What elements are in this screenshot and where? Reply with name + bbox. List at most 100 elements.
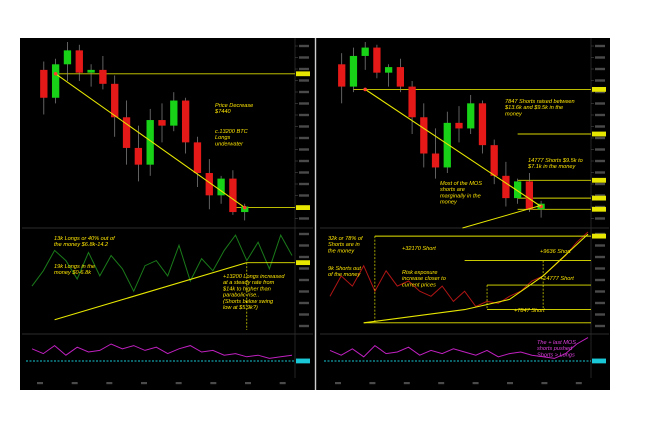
axis-tick-label — [299, 90, 309, 94]
candle-body — [229, 178, 237, 213]
trend-anchor — [53, 71, 58, 76]
candle-body — [455, 122, 463, 129]
indicator-line — [329, 337, 589, 359]
time-axis-label — [335, 382, 341, 385]
axis-tick-label — [299, 102, 309, 105]
time-axis-label — [71, 382, 78, 385]
chart-frame: Price Decrease $7440 c.13200 BTC Longs under… — [20, 38, 610, 390]
indicator-level-tag — [592, 358, 606, 364]
axis-tick-label — [299, 255, 309, 259]
candle-body — [193, 142, 202, 174]
axis-tick-label — [595, 182, 605, 186]
annotation-mos-shorts: Most of the MOS shorts are marginally in t… — [440, 181, 482, 206]
longs-trendline — [54, 262, 247, 321]
left-chart-panel: Price Decrease $7440 c.13200 BTC Longs under… — [22, 38, 313, 385]
candle-body — [338, 64, 346, 87]
candle-body — [40, 69, 48, 98]
axis-tick-label — [595, 136, 605, 140]
axis-tick-label — [299, 244, 309, 247]
candle-body — [502, 175, 510, 199]
candle-body — [111, 83, 119, 118]
axis-tick-label — [299, 136, 309, 140]
axis-tick-label — [595, 301, 605, 305]
candle-body — [99, 69, 107, 84]
candle-body — [420, 117, 428, 154]
price-level-tag — [296, 205, 310, 210]
axis-tick-label — [299, 44, 309, 48]
annotation-short-14777: +14777 Short — [540, 276, 574, 282]
time-axis-label — [210, 382, 217, 385]
time-axis-label — [507, 382, 513, 385]
price-level-tag — [592, 195, 606, 201]
annotation-longs-out-of-money: 13k Longs or 40% out of the money $6.8k-1… — [54, 236, 116, 248]
axis-tick-label — [299, 290, 309, 293]
candle-body — [75, 50, 83, 73]
annotation-price-decrease: Price Decrease $7440 — [214, 103, 253, 115]
annotation-shorts-range: 14777 Shorts $9.5k to $7.1k in the money — [527, 158, 583, 170]
axis-tick-label — [299, 79, 309, 82]
axis-tick-label — [595, 56, 605, 59]
axis-tick-label — [299, 232, 309, 236]
candle-body — [181, 100, 190, 143]
axis-tick-label — [299, 125, 309, 128]
axis-tick-label — [595, 244, 605, 247]
price-level-tag — [296, 71, 310, 77]
axis-tick-label — [595, 324, 605, 328]
indicator-line — [31, 343, 293, 359]
candle-body — [217, 178, 225, 196]
axis-tick-label — [299, 324, 309, 328]
axis-tick-label — [299, 313, 309, 316]
candle-body — [87, 69, 95, 73]
axis-tick-label — [595, 159, 605, 163]
axis-tick-label — [299, 267, 309, 270]
candle-body — [514, 181, 522, 199]
candle-body — [361, 47, 369, 56]
time-axis-label — [575, 382, 582, 385]
axis-tick-label — [299, 67, 309, 71]
annotation-shorts-exceed-longs: The + last MOS shorts pushed Shorts > Long… — [537, 340, 576, 358]
candle-body — [349, 55, 358, 87]
candle-body — [122, 117, 131, 148]
time-axis-label — [403, 382, 410, 385]
candle-body — [467, 103, 475, 129]
candle-body — [373, 47, 381, 73]
candle-body — [158, 120, 166, 126]
price-level-tag — [592, 206, 606, 212]
indicator-level-tag — [296, 358, 310, 364]
candle-body — [205, 173, 213, 196]
annotation-shorts-out-of-money: 9k Shorts out of the money — [328, 266, 362, 278]
axis-tick-label — [299, 171, 309, 174]
shorts-series-line — [329, 231, 589, 308]
axis-tick-label — [595, 217, 605, 220]
annotation-shorts-in-money: 32k or 78% of Shorts are in the money — [328, 236, 364, 254]
price-trendline — [364, 88, 542, 207]
axis-tick-label — [299, 278, 309, 282]
axis-tick-label — [595, 171, 605, 174]
annotation-longs-increased: +13200 Longs increased at a steady rate f… — [222, 274, 285, 311]
axis-tick-label — [595, 290, 605, 293]
axis-tick-label — [595, 267, 605, 270]
axis-tick-label — [299, 159, 309, 163]
time-axis-label — [37, 382, 43, 385]
annotation-risk-exposure: Risk exposure increase closer to current p… — [402, 270, 446, 288]
axis-tick-label — [595, 148, 605, 151]
axis-tick-label — [595, 44, 605, 48]
longs-level-tag — [296, 260, 310, 266]
candle-body — [170, 100, 178, 126]
candle-body — [408, 86, 416, 118]
candle-body — [146, 120, 154, 165]
price-trendline — [55, 73, 246, 209]
trading-chart-svg: Price Decrease $7440 c.13200 BTC Longs under… — [22, 38, 609, 390]
time-axis-label — [175, 382, 182, 385]
support-line — [462, 204, 542, 229]
axis-tick-label — [595, 79, 605, 82]
axis-tick-label — [299, 217, 309, 220]
annotation-short-7847: +7847 Short — [514, 308, 545, 314]
time-axis-label — [106, 382, 113, 385]
candle-body — [134, 147, 143, 165]
axis-tick-label — [299, 194, 309, 197]
candle-body — [396, 67, 404, 87]
axis-tick-label — [595, 67, 605, 71]
longs-series-line — [31, 233, 293, 293]
time-axis-label — [141, 382, 147, 385]
